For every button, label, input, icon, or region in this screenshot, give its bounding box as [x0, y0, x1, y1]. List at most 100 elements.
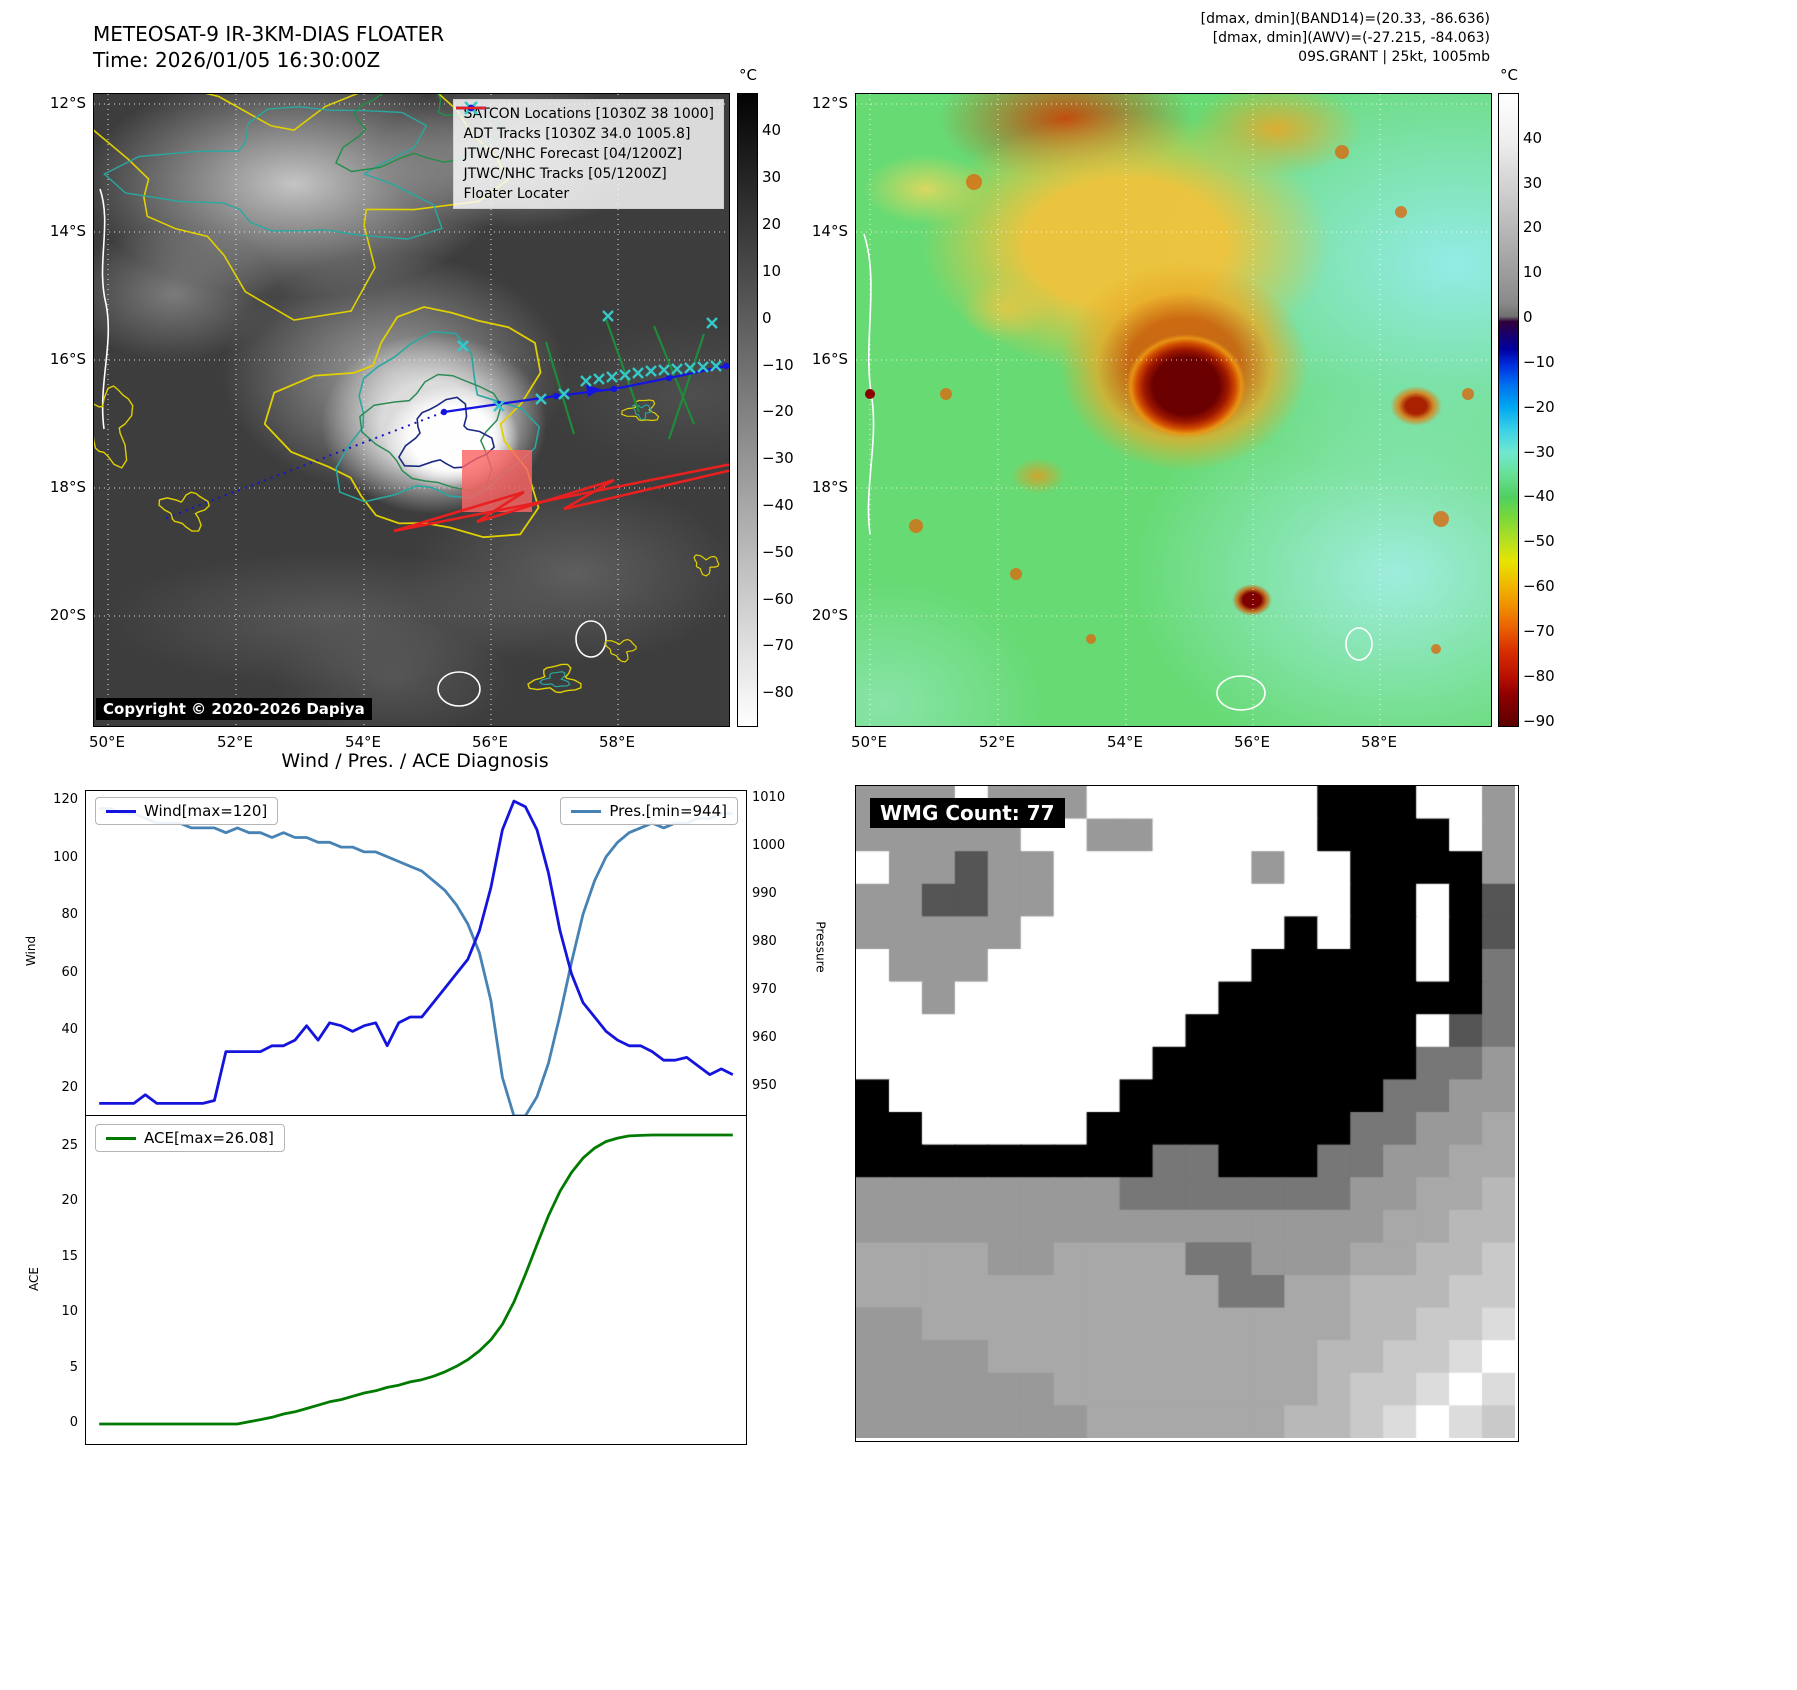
enh-lat-tick-label: 20°S — [811, 606, 848, 624]
enh-lat-tick-label: 18°S — [811, 478, 848, 496]
enh-lat-tick-label: 12°S — [811, 94, 848, 112]
enh-colorbar-tick-label: 10 — [1523, 263, 1543, 282]
pressure-tick-label: 1010 — [752, 790, 786, 806]
pressure-tick-label: 1000 — [752, 838, 786, 854]
enhanced-satellite-map — [855, 93, 1492, 727]
enh-lon-tick-label: 58°E — [1360, 733, 1398, 751]
enh-colorbar-tick-label: 30 — [1523, 173, 1543, 192]
legend-series-label: Wind[max=120] — [144, 802, 268, 820]
enh-colorbar-tick-label: −90 — [1523, 711, 1555, 730]
ir-colorbar-tick-label: −70 — [762, 636, 794, 655]
wmg-count-label: WMG Count: 77 — [870, 798, 1065, 828]
wind-axis-label: Wind — [24, 935, 39, 967]
ir-colorbar — [737, 93, 758, 727]
ir-colorbar-tick-label: −40 — [762, 495, 794, 514]
enh-colorbar-tick-label: 0 — [1523, 308, 1533, 327]
ir-colorbar-tick-label: 10 — [762, 261, 782, 280]
ir-legend-item: JTWC/NHC Forecast [04/1200Z] — [456, 106, 714, 163]
line-legend-marker-icon — [456, 106, 487, 110]
legend-line-sample-icon — [106, 809, 136, 813]
wind-legend: Wind[max=120] — [95, 797, 279, 825]
ir-map-legend: SATCON Locations [1030Z 38 1000] ADT Trac… — [453, 99, 724, 209]
pressure-tick-label: 990 — [752, 886, 777, 902]
ir-colorbar-unit: °C — [739, 66, 757, 84]
ir-legend-item: JTWC/NHC Tracks [05/1200Z] — [456, 104, 714, 183]
ace-legend: ACE[max=26.08] — [95, 1124, 285, 1152]
ir-legend-label: JTWC/NHC Forecast [04/1200Z] — [463, 146, 683, 162]
ir-legend-item: Floater Locater — [456, 106, 714, 203]
enh-colorbar-tick-label: −30 — [1523, 442, 1555, 461]
ir-lat-tick-label: 14°S — [49, 222, 86, 240]
ir-lat-tick-label: 16°S — [49, 350, 86, 368]
pressure-tick-label: 970 — [752, 982, 777, 998]
ace-plot-svg — [99, 1133, 733, 1426]
enh-lat-tick-label: 14°S — [811, 222, 848, 240]
ir-legend-item: SATCON Locations [1030Z 38 1000] — [463, 101, 714, 123]
enhanced-ir-image — [856, 94, 1491, 726]
enh-annotations-layer — [856, 94, 1491, 726]
ir-colorbar-tick-label: 20 — [762, 215, 782, 234]
ir-legend-label: SATCON Locations [1030Z 38 1000] — [463, 106, 714, 122]
legend-series-label: ACE[max=26.08] — [144, 1129, 274, 1147]
enh-lon-tick-label: 52°E — [978, 733, 1016, 751]
wind-tick-label: 60 — [61, 964, 78, 980]
enh-colorbar-unit: °C — [1500, 66, 1518, 84]
ace-chart — [85, 1115, 747, 1445]
enh-colorbar-tick-label: −20 — [1523, 397, 1555, 416]
ir-colorbar-tick-label: −30 — [762, 449, 794, 468]
wind-tick-label: 40 — [61, 1022, 78, 1038]
enh-colorbar — [1498, 93, 1519, 727]
ir-lon-tick-label: 52°E — [216, 733, 254, 751]
enh-colorbar-tick-label: −80 — [1523, 666, 1555, 685]
ir-legend-label: Floater Locater — [463, 186, 570, 202]
enh-header-line-3: 09S.GRANT | 25kt, 1005mb — [1298, 49, 1490, 65]
diagnosis-title: Wind / Pres. / ACE Diagnosis — [281, 750, 549, 772]
enh-lat-tick-label: 16°S — [811, 350, 848, 368]
ir-colorbar-tick-label: −80 — [762, 683, 794, 702]
ir-lat-tick-label: 18°S — [49, 478, 86, 496]
ir-lon-tick-label: 50°E — [88, 733, 126, 751]
wmg-panel: WMG Count: 77 — [855, 785, 1519, 1442]
enh-lon-tick-label: 54°E — [1106, 733, 1144, 751]
ace-tick-label: 15 — [61, 1248, 78, 1264]
enh-colorbar-tick-label: −40 — [1523, 487, 1555, 506]
enh-header-line-1: [dmax, dmin](BAND14)=(20.33, -86.636) — [1200, 11, 1490, 27]
enh-colorbar-tick-label: −50 — [1523, 532, 1555, 551]
ir-colorbar-tick-label: 30 — [762, 168, 782, 187]
wind-tick-label: 80 — [61, 907, 78, 923]
wind-tick-label: 120 — [53, 792, 78, 808]
wind-pressure-chart — [85, 790, 747, 1117]
pressure-legend: Pres.[min=944] — [560, 797, 738, 825]
copyright-label: Copyright © 2020-2026 Dapiya — [96, 698, 372, 720]
wind-tick-label: 20 — [61, 1080, 78, 1096]
legend-line-sample-icon — [106, 1136, 136, 1140]
enh-lon-tick-label: 56°E — [1233, 733, 1271, 751]
ir-colorbar-tick-label: 40 — [762, 121, 782, 140]
ir-lon-tick-label: 56°E — [471, 733, 509, 751]
ir-colorbar-tick-label: 0 — [762, 308, 772, 327]
ir-lat-tick-label: 12°S — [49, 94, 86, 112]
ace-tick-label: 0 — [69, 1414, 78, 1430]
pressure-tick-label: 950 — [752, 1078, 777, 1094]
ir-colorbar-tick-label: −20 — [762, 402, 794, 421]
ir-lon-tick-label: 54°E — [344, 733, 382, 751]
pressure-tick-label: 960 — [752, 1030, 777, 1046]
ir-legend-label: ADT Tracks [1030Z 34.0 1005.8] — [463, 126, 691, 142]
ir-colorbar-tick-label: −50 — [762, 542, 794, 561]
pressure-axis-label: Pressure — [813, 921, 828, 973]
ir-lat-tick-label: 20°S — [49, 606, 86, 624]
enh-lon-tick-label: 50°E — [850, 733, 888, 751]
ir-legend-item: ADT Tracks [1030Z 34.0 1005.8] — [456, 106, 714, 143]
ir-satellite-map: SATCON Locations [1030Z 38 1000] ADT Trac… — [93, 93, 730, 727]
ace-axis-label: ACE — [26, 1267, 41, 1291]
ir-colorbar-tick-label: −10 — [762, 355, 794, 374]
ir-title: METEOSAT-9 IR-3KM-DIAS FLOATER — [93, 22, 445, 46]
wind-tick-label: 100 — [53, 849, 78, 865]
legend-series-label: Pres.[min=944] — [609, 802, 727, 820]
ir-annotations-layer — [94, 94, 729, 726]
ir-legend-label: JTWC/NHC Tracks [05/1200Z] — [463, 166, 667, 182]
wind-pressure-plot-svg — [99, 799, 734, 1116]
enh-colorbar-tick-label: −70 — [1523, 621, 1555, 640]
enh-header-line-2: [dmax, dmin](AWV)=(-27.215, -84.063) — [1212, 30, 1490, 46]
legend-line-sample-icon — [571, 809, 602, 813]
